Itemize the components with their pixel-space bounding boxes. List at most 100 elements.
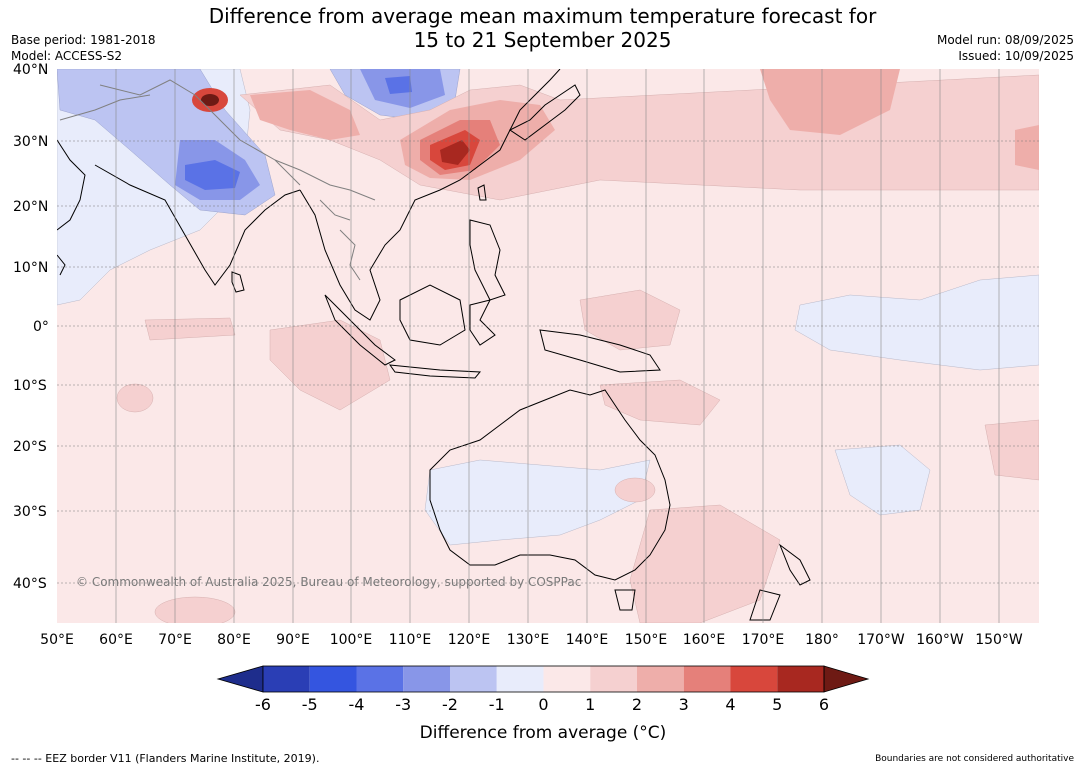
anomaly-region-plus2-northpacific	[760, 69, 900, 135]
colorbar-tick-label: -5	[302, 695, 318, 714]
colorbar-segment	[683, 666, 731, 692]
lon-label-120e: 120°E	[448, 632, 491, 648]
meta-left: Base period: 1981-2018 Model: ACCESS-S2	[11, 32, 156, 64]
colorbar-tick-label: 3	[679, 695, 689, 714]
coastline-japan	[509, 84, 581, 141]
colorbar-segment	[543, 666, 591, 692]
lon-label-160e: 160°E	[683, 632, 726, 648]
lon-label-60e: 60°E	[99, 632, 133, 648]
lon-label-50e: 50°E	[40, 632, 74, 648]
lon-label-180: 180°	[805, 632, 839, 648]
lon-label-140e: 140°E	[566, 632, 609, 648]
border-central-asia	[59, 94, 151, 121]
colorbar-segment	[590, 666, 637, 692]
lon-label-70e: 70°E	[158, 632, 192, 648]
anomaly-region-plus1-tropicalpacific	[579, 289, 681, 351]
colorbar-tick-label: -3	[395, 695, 411, 714]
colorbar-tick-label: -2	[442, 695, 458, 714]
border-himalaya	[274, 159, 376, 201]
coastline-borneo	[399, 284, 466, 346]
coastline-new-zealand	[778, 543, 811, 586]
anomaly-region-plus1-southpacific	[984, 419, 1039, 481]
coastline-africa	[57, 254, 66, 276]
anomaly-region-plus1-australia-interior	[614, 477, 656, 503]
anomaly-region-plus1-indianocean	[269, 319, 391, 411]
border-indochina	[339, 229, 361, 281]
anomaly-region-cool-southpacific	[834, 444, 931, 516]
lon-label-100e: 100°E	[330, 632, 373, 648]
lon-label-130e: 130°E	[507, 632, 550, 648]
lat-label-30s: 30°S	[13, 504, 47, 520]
colorbar-segment	[730, 666, 778, 692]
coastline-new-guinea	[539, 329, 661, 373]
colorbar-segment	[777, 666, 824, 692]
colorbar-segment	[309, 666, 357, 692]
colorbar: -6 -5 -4 -3 -2 -1 0 1 2 3 4 5 6	[216, 665, 870, 714]
lon-label-80e: 80°E	[217, 632, 251, 648]
copyright-notice: © Commonwealth of Australia 2025, Bureau…	[76, 575, 581, 589]
lon-label-160w: 160°W	[916, 632, 964, 648]
boundaries-disclaimer: Boundaries are not considered authoritat…	[875, 754, 1074, 764]
anomaly-region-plus6-kashmir-core	[201, 94, 219, 106]
coastline-australia	[429, 389, 671, 581]
colorbar-segment	[263, 666, 310, 692]
border-south-asia	[99, 79, 301, 186]
anomaly-region-plus1-indianocean-west	[144, 317, 236, 341]
coastline-arabia	[57, 139, 86, 231]
coastline-tasmania	[614, 589, 636, 611]
issued-date: Issued: 10/09/2025	[958, 49, 1074, 63]
lat-label-40s: 40°S	[13, 576, 47, 592]
anomaly-region-plus2-china	[250, 90, 360, 140]
lat-label-10s: 10°S	[13, 378, 47, 394]
title-line-1: Difference from average mean maximum tem…	[208, 4, 877, 28]
coastline-india	[94, 164, 301, 286]
lon-label-150w: 150°W	[975, 632, 1023, 648]
anomaly-region-plus2-eastpacific	[1015, 125, 1039, 170]
anomaly-region-plus1-southern-ocean	[154, 596, 236, 623]
colorbar-segment	[496, 666, 544, 692]
colorbar-tick-label: -4	[349, 695, 365, 714]
lon-label-110e: 110°E	[389, 632, 432, 648]
coastline-new-zealand-south	[749, 589, 781, 621]
coastline-sumatra	[324, 294, 396, 366]
lat-label-0: 0°	[33, 319, 49, 335]
coastline-java	[388, 364, 482, 379]
page-title: Difference from average mean maximum tem…	[0, 4, 1085, 52]
coastline-sri-lanka	[231, 271, 245, 293]
anomaly-region-cool-australia	[424, 459, 651, 546]
colorbar-tick-label: -6	[255, 695, 271, 714]
anomaly-region-plus1-java-sea	[116, 383, 154, 413]
colorbar-tick-label: -1	[489, 695, 505, 714]
lon-label-170w: 170°W	[857, 632, 905, 648]
colorbar-tick-label: 1	[585, 695, 595, 714]
model-run: Model run: 08/09/2025	[936, 33, 1074, 47]
base-period: Base period: 1981-2018	[11, 33, 156, 47]
anomaly-region-plus6-china	[440, 140, 470, 165]
lat-label-30n: 30°N	[13, 134, 48, 150]
colorbar-frame	[262, 665, 825, 693]
meta-right: Model run: 08/09/2025 Issued: 10/09/2025	[937, 32, 1074, 64]
lon-label-90e: 90°E	[276, 632, 310, 648]
lat-label-10n: 10°N	[13, 260, 48, 276]
border-mainland-southeast-asia	[319, 199, 351, 221]
lat-label-20n: 20°N	[13, 199, 48, 215]
coastline-philippines	[469, 219, 506, 301]
colorbar-tick-label: 4	[725, 695, 735, 714]
colorbar-tick-label: 0	[538, 695, 548, 714]
colorbar-segment	[450, 666, 497, 692]
anomaly-region-minus4-india	[185, 160, 240, 190]
model-name: Model: ACCESS-S2	[11, 49, 123, 63]
lon-label-170e: 170°E	[742, 632, 785, 648]
anomaly-region-minus4-tibet	[385, 76, 412, 94]
colorbar-segment	[403, 666, 450, 692]
colorbar-label: Difference from average (°C)	[420, 723, 667, 743]
anomaly-region-cool-pacific	[794, 274, 1039, 371]
colorbar-segment	[637, 666, 684, 692]
colorbar-segment	[356, 666, 404, 692]
coastline-taiwan	[477, 184, 487, 201]
title-line-2: 15 to 21 September 2025	[413, 28, 672, 52]
colorbar-tick-label: 5	[772, 695, 782, 714]
colorbar-tick-label: 6	[819, 695, 829, 714]
lat-label-40n: 40°N	[13, 62, 48, 78]
